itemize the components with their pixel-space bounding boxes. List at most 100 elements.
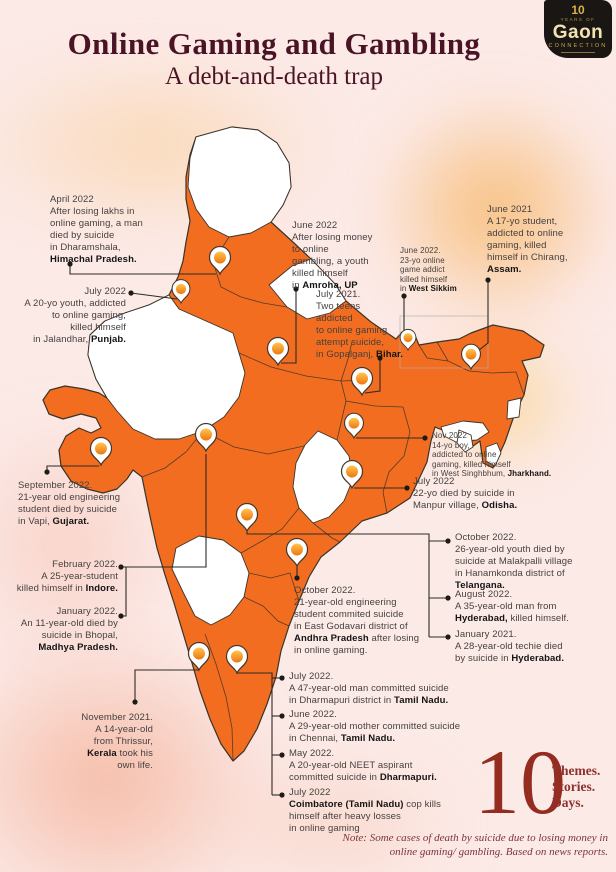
annotation-text: June 2022. 23-yo online game addict kill… bbox=[400, 246, 448, 293]
annotation-text: February 2022. A 25-year-student killed … bbox=[16, 559, 118, 594]
logo-subname: CONNECTION bbox=[548, 43, 608, 49]
connector-dot bbox=[401, 293, 407, 299]
connector-dot bbox=[279, 752, 285, 758]
annotation-text: took his own life. bbox=[117, 748, 153, 771]
source-note: Note: Some cases of death by suicide due… bbox=[278, 831, 608, 859]
connector-dot bbox=[279, 675, 285, 681]
big-number-10: 10 bbox=[474, 731, 566, 833]
annotation-place-bold: Tamil Nadu. bbox=[394, 695, 449, 706]
annotation-place-bold: Amroha, UP bbox=[302, 280, 358, 291]
annotation-text: May 2022. A 20-year-old NEET aspirant co… bbox=[289, 748, 413, 783]
map-annotation: June 2022 After losing money to online g… bbox=[292, 220, 372, 292]
annotation-text: July 2022 bbox=[289, 787, 331, 798]
connector-dot bbox=[67, 261, 73, 267]
annotation-place-bold: Jharkhand. bbox=[507, 469, 552, 478]
state-jammu-kashmir bbox=[187, 126, 292, 238]
india-landmass bbox=[42, 126, 545, 762]
connector-line bbox=[246, 531, 430, 637]
map-annotation: July 2021. Two teens addicted to online … bbox=[316, 289, 403, 361]
annotation-place-bold: West Sikkim bbox=[408, 284, 457, 293]
annotation-text: July 2022. A 47-year-old man committed s… bbox=[289, 671, 449, 706]
map-annotation: Nov 2022 14-yo boy, addicted to online g… bbox=[432, 431, 551, 479]
connector-line bbox=[69, 264, 216, 275]
connector-line bbox=[364, 358, 381, 394]
gaon-connection-logo: 10 YEARS OF Gaon CONNECTION bbox=[544, 0, 612, 58]
annotation-text: cop kills himself after heavy losses in … bbox=[289, 799, 441, 834]
annotation-place-bold: Dharmapuri. bbox=[379, 772, 437, 783]
annotation-place-bold: Indore. bbox=[85, 583, 118, 594]
page-subtitle: A debt-and-death trap bbox=[165, 63, 383, 90]
connector-dot bbox=[377, 355, 383, 361]
connector-dot bbox=[445, 538, 451, 544]
connector-dot bbox=[404, 485, 410, 491]
logo-years-label: YEARS OF bbox=[560, 17, 596, 22]
page-title: Online Gaming and Gambling bbox=[67, 26, 481, 61]
annotation-place-bold: Odisha. bbox=[481, 500, 518, 511]
connector-dot bbox=[485, 277, 491, 283]
annotation-text: January 2021. A 28-year-old techie died … bbox=[455, 629, 563, 664]
annotation-place-bold: Hyderabad. bbox=[511, 653, 565, 664]
days-line: Days. bbox=[552, 795, 584, 810]
map-annotation: June 2022. 23-yo online game addict kill… bbox=[400, 246, 457, 294]
connector-dot bbox=[294, 575, 300, 581]
map-annotation: September 2022. 21-year old engineering … bbox=[18, 480, 120, 528]
annotation-place-bold: Madhya Pradesh. bbox=[38, 642, 118, 653]
map-annotation: April 2022 After losing lakhs in online … bbox=[50, 194, 143, 266]
annotation-text: January 2022. An 11-year-old died by sui… bbox=[20, 606, 118, 641]
map-annotation: July 2022 22-yo died by suicide in Manpu… bbox=[413, 476, 517, 512]
map-annotation: January 2022. An 11-year-old died by sui… bbox=[21, 606, 118, 654]
annotation-place-bold: Coimbatore (Tamil Nadu) bbox=[289, 799, 404, 810]
state-meghalaya bbox=[440, 420, 490, 443]
connector-dot bbox=[422, 435, 428, 441]
annotation-text: July 2022 A 20-yo youth, addicted to onl… bbox=[24, 286, 126, 345]
connector-line bbox=[237, 672, 273, 795]
map-annotation: July 2022 A 20-yo youth, addicted to onl… bbox=[24, 286, 126, 346]
map-annotation: May 2022. A 20-year-old NEET aspirant co… bbox=[289, 748, 437, 784]
connector-dot bbox=[279, 792, 285, 798]
map-annotation: October 2022. 21-year-old engineering st… bbox=[294, 585, 419, 657]
annotation-place-bold: Gujarat. bbox=[52, 516, 90, 527]
map-annotation: August 2022. A 35-year-old man from Hyde… bbox=[455, 589, 569, 625]
map-annotation: June 2021 A 17-yo student, addicted to o… bbox=[487, 204, 568, 276]
connector-line bbox=[130, 292, 178, 300]
annotation-text: after losing in online gaming. bbox=[294, 633, 420, 656]
state-uttarakhand bbox=[268, 258, 347, 320]
annotation-text: June 2022. A 29-year-old mother committe… bbox=[289, 709, 461, 744]
annotation-place-bold: Telangana. bbox=[455, 580, 505, 591]
annotation-text: June 2022 After losing money to online g… bbox=[292, 220, 373, 291]
annotation-text: April 2022 After losing lakhs in online … bbox=[50, 194, 143, 253]
themes-line: Themes. bbox=[552, 763, 601, 778]
annotation-text: Nov 2022 14-yo boy, addicted to online g… bbox=[432, 431, 511, 478]
header: Online Gaming and Gambling A debt-and-de… bbox=[0, 26, 548, 92]
state-manipur bbox=[506, 397, 522, 420]
map-annotation: July 2022. A 47-year-old man committed s… bbox=[289, 671, 449, 707]
connector-dot bbox=[128, 290, 134, 296]
state-karnataka bbox=[171, 535, 250, 626]
connector-dot bbox=[293, 286, 299, 292]
connector-dot bbox=[279, 713, 285, 719]
state-chhattisgarh bbox=[292, 430, 354, 524]
connector-dot bbox=[118, 564, 124, 570]
logo-divider bbox=[561, 52, 595, 53]
connector-dot bbox=[118, 613, 124, 619]
map-annotation: October 2022. 26-year-old youth died by … bbox=[455, 532, 572, 592]
state-tripura bbox=[456, 429, 474, 453]
annotation-text: November 2021. A 14-year-old from Thriss… bbox=[81, 712, 153, 747]
connector-dot bbox=[44, 469, 50, 475]
connector-line bbox=[121, 567, 127, 617]
annotation-place-bold: Andhra Pradesh bbox=[294, 633, 369, 644]
annotation-place-bold: Himachal Pradesh. bbox=[50, 254, 137, 265]
annotation-text: July 2021. Two teens addicted to online … bbox=[316, 289, 388, 360]
logo-name: Gaon bbox=[552, 22, 604, 43]
annotation-text: September 2022. 21-year old engineering … bbox=[18, 480, 121, 527]
map-annotation: February 2022. A 25-year-student killed … bbox=[17, 559, 118, 595]
state-mizoram bbox=[485, 442, 502, 467]
map-annotation: November 2021. A 14-year-old from Thriss… bbox=[81, 712, 153, 772]
annotation-place-bold: Tamil Nadu. bbox=[340, 733, 396, 744]
state-rajasthan bbox=[87, 294, 246, 440]
annotation-place-bold: Assam. bbox=[487, 264, 522, 275]
connector-dot bbox=[445, 634, 451, 640]
annotation-text: October 2022. 21-year-old engineering st… bbox=[294, 585, 408, 632]
annotation-text: killed himself. bbox=[507, 613, 570, 624]
